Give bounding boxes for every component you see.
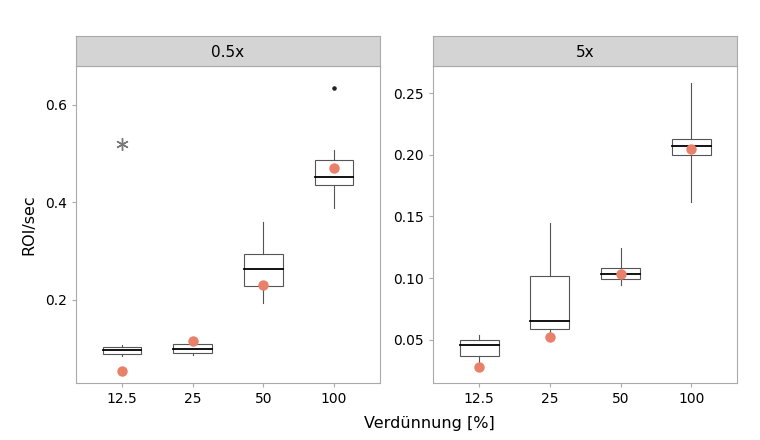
Bar xyxy=(103,347,141,354)
Text: 5x: 5x xyxy=(576,45,594,60)
Text: 0.5x: 0.5x xyxy=(211,45,245,60)
Y-axis label: ROI/sec: ROI/sec xyxy=(21,194,36,255)
Bar xyxy=(460,340,499,356)
Bar xyxy=(672,139,711,155)
Bar xyxy=(315,160,353,185)
Bar xyxy=(601,268,640,279)
Bar xyxy=(530,275,569,329)
Bar xyxy=(173,344,212,352)
Bar xyxy=(244,253,283,286)
Text: Verdünnung [%]: Verdünnung [%] xyxy=(364,416,495,431)
